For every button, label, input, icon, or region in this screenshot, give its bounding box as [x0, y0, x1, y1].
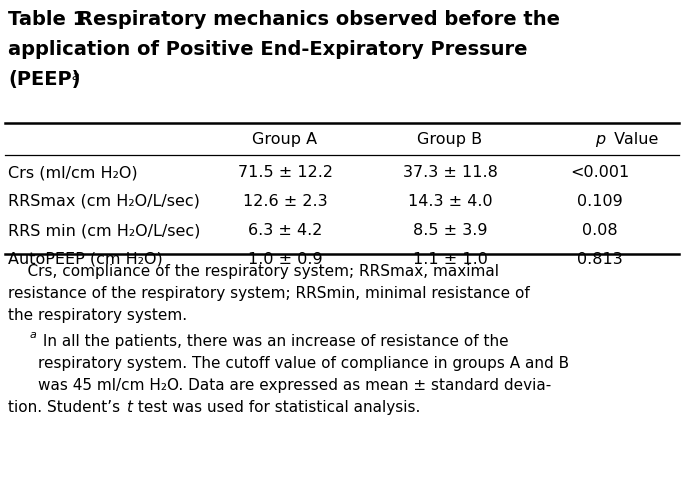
Text: 6.3 ± 4.2: 6.3 ± 4.2	[248, 223, 322, 238]
Text: a: a	[30, 330, 37, 340]
Text: test was used for statistical analysis.: test was used for statistical analysis.	[133, 400, 421, 415]
Text: the respiratory system.: the respiratory system.	[8, 308, 187, 323]
Text: 0.08: 0.08	[582, 223, 618, 238]
Text: Respiratory mechanics observed before the: Respiratory mechanics observed before th…	[78, 10, 560, 29]
Text: a: a	[71, 70, 79, 83]
Text: 71.5 ± 12.2: 71.5 ± 12.2	[237, 165, 332, 180]
Text: 12.6 ± 2.3: 12.6 ± 2.3	[243, 194, 328, 209]
Text: Crs (ml/cm H₂O): Crs (ml/cm H₂O)	[8, 165, 137, 180]
Text: p: p	[595, 132, 605, 147]
Text: 0.109: 0.109	[577, 194, 623, 209]
Text: 1.1 ± 1.0: 1.1 ± 1.0	[412, 252, 488, 267]
Text: 1.0 ± 0.9: 1.0 ± 0.9	[248, 252, 322, 267]
Text: <0.001: <0.001	[570, 165, 630, 180]
Text: application of Positive End-Expiratory Pressure: application of Positive End-Expiratory P…	[8, 40, 527, 59]
Text: 0.813: 0.813	[577, 252, 623, 267]
Text: respiratory system. The cutoff value of compliance in groups A and B: respiratory system. The cutoff value of …	[38, 356, 569, 371]
Text: AutoPEEP (cm H₂O): AutoPEEP (cm H₂O)	[8, 252, 163, 267]
Text: RRS min (cm H₂O/L/sec): RRS min (cm H₂O/L/sec)	[8, 223, 200, 238]
Text: tion. Student’s: tion. Student’s	[8, 400, 125, 415]
Text: 37.3 ± 11.8: 37.3 ± 11.8	[403, 165, 497, 180]
Text: Table 1: Table 1	[8, 10, 86, 29]
Text: 14.3 ± 4.0: 14.3 ± 4.0	[408, 194, 492, 209]
Text: Value: Value	[609, 132, 659, 147]
Text: t: t	[126, 400, 132, 415]
Text: resistance of the respiratory system; RRSmin, minimal resistance of: resistance of the respiratory system; RR…	[8, 286, 529, 301]
Text: was 45 ml/cm H₂O. Data are expressed as mean ± standard devia-: was 45 ml/cm H₂O. Data are expressed as …	[38, 378, 551, 393]
Text: (PEEP): (PEEP)	[8, 70, 81, 89]
Text: In all the patients, there was an increase of resistance of the: In all the patients, there was an increa…	[38, 334, 509, 349]
Text: Group B: Group B	[417, 132, 483, 147]
Text: RRSmax (cm H₂O/L/sec): RRSmax (cm H₂O/L/sec)	[8, 194, 200, 209]
Text: Crs, compliance of the respiratory system; RRSmax, maximal: Crs, compliance of the respiratory syste…	[8, 264, 499, 279]
Text: 8.5 ± 3.9: 8.5 ± 3.9	[412, 223, 487, 238]
Text: Group A: Group A	[252, 132, 317, 147]
